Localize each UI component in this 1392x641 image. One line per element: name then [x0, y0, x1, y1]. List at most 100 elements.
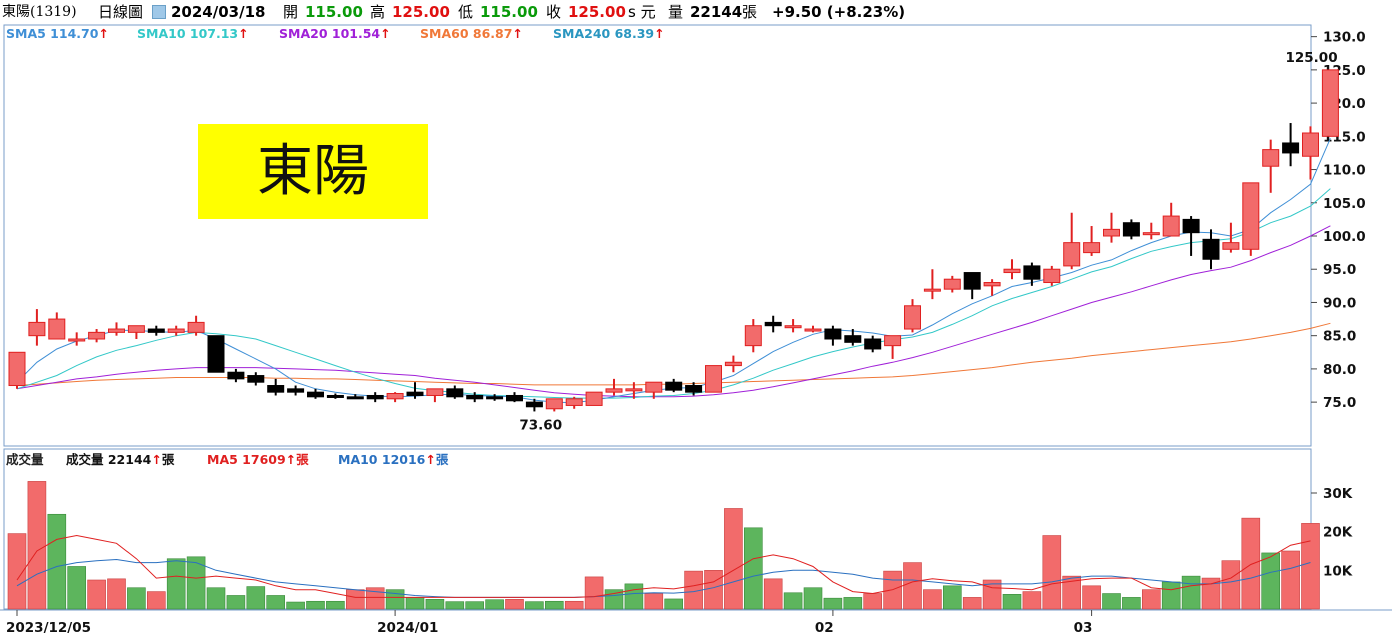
volume-bar [1022, 591, 1042, 610]
sma-legend-sma60: SMA60 86.87↑ [420, 26, 523, 41]
volume-bar [326, 600, 345, 610]
volume-bar [485, 599, 504, 610]
candle-body [784, 325, 802, 329]
low-value: 115.00 [480, 3, 538, 21]
volume-tick-label: 30K [1323, 486, 1353, 502]
volume-axis: 10K 20K 30K [1311, 486, 1353, 579]
candle-body [605, 388, 623, 393]
volume-bar [107, 578, 126, 610]
volume-bar [286, 601, 305, 610]
change-value: +9.50 (+8.23%) [772, 3, 906, 21]
volume-label: 量 [668, 3, 684, 21]
open-value: 115.00 [305, 3, 363, 21]
volume-bar [425, 599, 445, 610]
sma10-line [16, 188, 1331, 399]
volume-bar [1241, 517, 1261, 610]
volume-bar [385, 589, 405, 610]
volume-bar [405, 597, 425, 610]
high-value: 125.00 [392, 3, 450, 21]
volume-bar [1181, 575, 1201, 610]
candle-body [1142, 232, 1160, 236]
price-annotation: 125.00 [1286, 50, 1338, 66]
volume-bar [923, 589, 942, 610]
volume-legend-ma10: MA10 12016↑張 [338, 452, 449, 467]
volume-title: 成交量 [6, 452, 44, 467]
candle-body [1003, 268, 1021, 274]
close-label: 收 [546, 3, 562, 21]
volume-bar [87, 579, 106, 610]
volume-bar [147, 591, 166, 610]
candle-body [1282, 142, 1300, 154]
candle-body [8, 351, 26, 387]
candle-body [346, 396, 364, 400]
candle-body [207, 335, 225, 373]
candle-body [525, 401, 543, 408]
candle-body [1262, 149, 1280, 167]
stock-chart[interactable]: SMA5 114.70↑ SMA10 107.13↑ SMA20 101.54↑ SM… [0, 24, 1392, 641]
volume-bar [544, 600, 564, 610]
volume-bar [823, 597, 843, 610]
low-label: 低 [458, 3, 474, 21]
quote-header: 東陽(1319) 日線圖 2024/03/18 開 115.00 高 125.0… [0, 0, 1392, 24]
price-tick-label: 110.0 [1323, 163, 1366, 179]
candle-body [446, 388, 464, 398]
candle-body [1103, 228, 1120, 237]
volume-bar [1142, 589, 1161, 610]
candle-body [48, 318, 66, 340]
candle-body [744, 325, 762, 347]
volume-bar [266, 595, 286, 610]
price-tick-label: 95.0 [1323, 262, 1356, 278]
volume-bar [1002, 594, 1022, 610]
sma-legend-sma240: SMA240 68.39↑ [553, 26, 665, 41]
volume-bar [1201, 577, 1221, 610]
stock-name: 東陽(1319) [2, 4, 77, 20]
volume-bar [962, 597, 982, 610]
candle-body [685, 385, 703, 393]
vol-ma5-line [16, 534, 1311, 598]
close-value: 125.00 [568, 3, 626, 21]
volume-bar [783, 592, 803, 610]
volume-bar [863, 593, 883, 610]
volume-bar [1082, 585, 1101, 610]
volume-bar [365, 587, 385, 610]
volume-bar [1221, 560, 1241, 610]
volume-tick-label: 10K [1323, 563, 1353, 579]
calendar-icon[interactable] [152, 5, 166, 19]
volume-bar [903, 562, 922, 610]
candle-body [1122, 222, 1140, 237]
volume-bar [664, 598, 684, 610]
candle-body [426, 388, 444, 396]
volume-bar [763, 578, 783, 610]
volume-ma-lines [16, 534, 1311, 598]
date-axis: 2023/12/05 2024/01 02 03 [6, 610, 1092, 636]
candle-body [884, 335, 902, 347]
candle-body [108, 328, 125, 333]
price-panel-frame [3, 24, 1312, 447]
candle-body [167, 328, 185, 333]
sma-legend-sma5: SMA5 114.70↑ [6, 26, 109, 41]
candle-body [326, 394, 344, 398]
candle-body [1222, 242, 1240, 250]
volume-bar [7, 533, 27, 610]
price-tick-label: 130.0 [1323, 30, 1366, 46]
candle-body [625, 388, 643, 392]
candle-body [824, 328, 842, 340]
volume-tick-label: 20K [1323, 525, 1353, 541]
volume-bar [1161, 581, 1181, 610]
sma-legend-sma20: SMA20 101.54↑ [279, 26, 391, 41]
candle-body [1162, 215, 1180, 237]
vol-ma10-line [16, 558, 1311, 598]
volume-bar [843, 597, 863, 610]
volume-bar [345, 589, 365, 610]
period-label[interactable]: 日線圖 [98, 3, 144, 21]
volume-bar [584, 576, 604, 610]
volume-bar [27, 481, 47, 610]
price-axis: 75.080.085.090.095.0100.0105.0110.0115.0… [1311, 30, 1366, 411]
candle-body [366, 394, 384, 400]
volume-bar [1062, 575, 1081, 610]
date-value: 2024/03/18 [171, 3, 266, 21]
price-tick-label: 75.0 [1323, 395, 1356, 411]
candle-body [1242, 182, 1260, 250]
volume-bar [1261, 552, 1280, 610]
candle-body [506, 394, 523, 402]
